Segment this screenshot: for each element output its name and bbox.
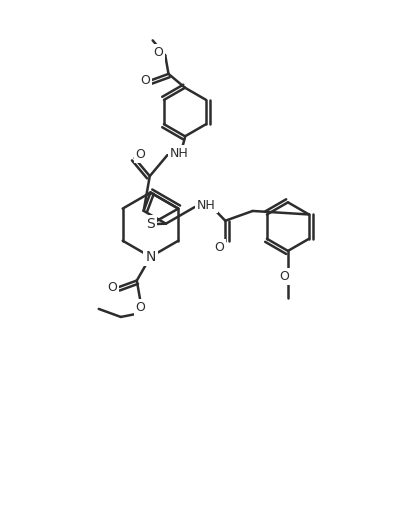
Text: O: O xyxy=(135,147,145,161)
Text: O: O xyxy=(140,74,150,87)
Text: O: O xyxy=(107,281,117,294)
Text: NH: NH xyxy=(197,199,216,211)
Text: O: O xyxy=(279,270,289,283)
Text: NH: NH xyxy=(170,146,188,160)
Text: S: S xyxy=(147,217,155,231)
Text: O: O xyxy=(135,301,145,314)
Text: O: O xyxy=(153,46,163,59)
Text: N: N xyxy=(145,250,156,264)
Text: O: O xyxy=(214,241,224,254)
